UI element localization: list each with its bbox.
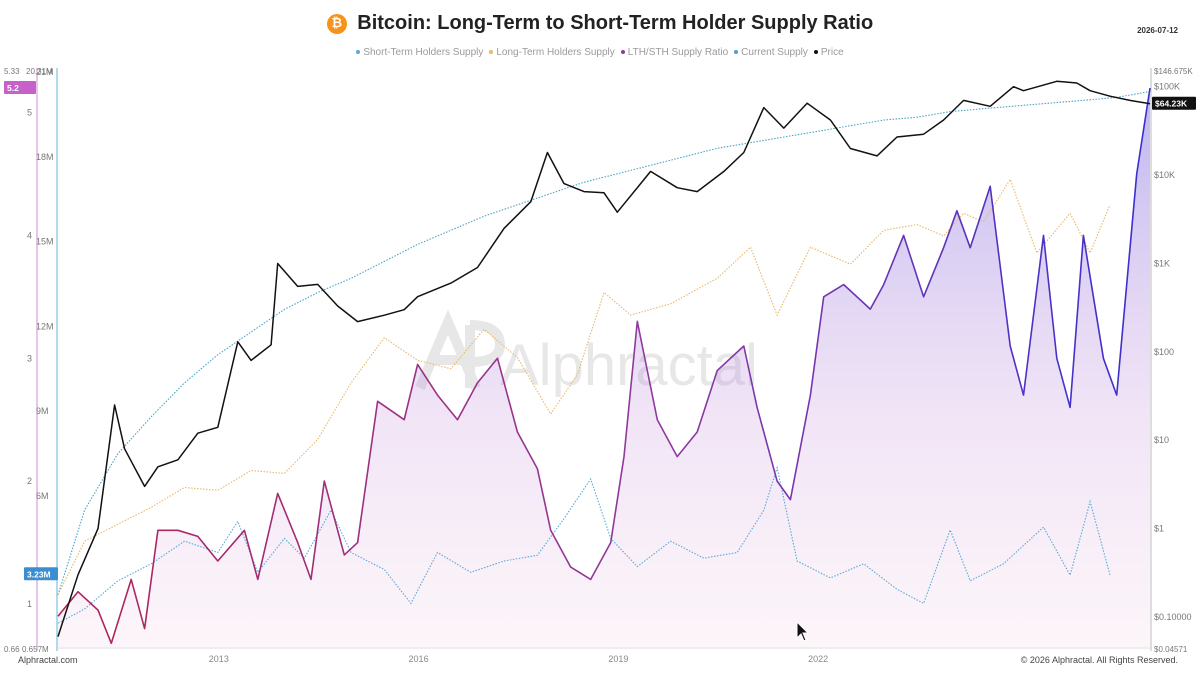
price-line bbox=[57, 80, 1151, 637]
price-tick-label: $1K bbox=[1154, 258, 1170, 268]
chart-title-row: ₿ Bitcoin: Long-Term to Short-Term Holde… bbox=[0, 12, 1200, 35]
legend-item[interactable]: LTH/STH Supply Ratio bbox=[620, 47, 729, 58]
legend-marker bbox=[734, 50, 739, 55]
price-tick-label: $100 bbox=[1154, 347, 1174, 357]
price-current-badge-text: $64.23K bbox=[1155, 99, 1188, 109]
ratio-tick-label: 2 bbox=[27, 476, 32, 486]
footer-copyright: © 2026 Alphractal. All Rights Reserved. bbox=[1020, 655, 1178, 665]
supply-tick-label: 6M bbox=[36, 491, 49, 501]
mouse-cursor-icon bbox=[796, 621, 810, 642]
watermark-logo bbox=[415, 309, 506, 390]
price-tick-label: $10 bbox=[1154, 435, 1169, 445]
legend-label: Price bbox=[820, 47, 844, 58]
supply-tick-label: 21M bbox=[36, 67, 54, 77]
x-tick-label: 2016 bbox=[409, 654, 429, 664]
price-axis-min-label: $0.04571 bbox=[1154, 645, 1188, 654]
supply-current-badge-text: 3.23M bbox=[27, 569, 51, 579]
x-tick-label: 2019 bbox=[608, 654, 628, 664]
watermark: Alphractal bbox=[415, 309, 758, 398]
price-tick-label: $10K bbox=[1154, 170, 1175, 180]
short-term-holders-supply-line bbox=[57, 465, 1111, 624]
legend-item[interactable]: Short-Term Holders Supply bbox=[356, 47, 483, 58]
x-tick-label: 2022 bbox=[808, 654, 828, 664]
price-tick-label: $0.10000 bbox=[1154, 612, 1192, 622]
supply-tick-label: 12M bbox=[36, 321, 54, 331]
legend-item[interactable]: Long-Term Holders Supply bbox=[489, 47, 615, 58]
bitcoin-icon: ₿ bbox=[326, 13, 347, 34]
supply-axis-min-label: 0.657M bbox=[22, 645, 49, 654]
price-current-badge: $64.23K bbox=[1152, 96, 1196, 110]
legend-marker bbox=[620, 50, 625, 55]
legend-label: LTH/STH Supply Ratio bbox=[627, 47, 729, 58]
x-tick-label: 2013 bbox=[209, 654, 229, 664]
chart-legend: Short-Term Holders Supply Long-Term Holde… bbox=[0, 47, 1200, 58]
supply-current-badge: 3.23M bbox=[24, 567, 58, 581]
legend-label: Current Supply bbox=[741, 47, 808, 58]
ratio-current-badge-text: 5.2 bbox=[7, 83, 19, 93]
long-term-holders-supply-line bbox=[57, 178, 1111, 596]
current-supply-line bbox=[57, 90, 1151, 596]
legend-label: Short-Term Holders Supply bbox=[363, 47, 484, 58]
legend-marker bbox=[356, 50, 361, 55]
legend-marker bbox=[489, 50, 494, 55]
legend-marker bbox=[813, 50, 818, 55]
price-tick-label: $1 bbox=[1154, 524, 1164, 534]
ratio-current-badge: 5.2 bbox=[4, 80, 36, 94]
supply-tick-label: 9M bbox=[36, 406, 49, 416]
ratio-tick-label: 3 bbox=[27, 353, 32, 363]
chart-title: Bitcoin: Long-Term to Short-Term Holder … bbox=[357, 12, 874, 34]
ratio-axis-min-label: 0.66 bbox=[4, 645, 20, 654]
price-axis-max-label: $146.675K bbox=[1154, 67, 1193, 76]
footer-brand: Alphractal.com bbox=[18, 655, 78, 665]
ratio-tick-label: 1 bbox=[27, 599, 32, 609]
price-tick-label: $100K bbox=[1154, 82, 1180, 92]
ratio-axis-max-label: 5.33 bbox=[4, 67, 20, 76]
supply-tick-label: 18M bbox=[36, 152, 54, 162]
supply-tick-label: 15M bbox=[36, 237, 54, 247]
ratio-tick-label: 5 bbox=[27, 108, 32, 118]
legend-item[interactable]: Price bbox=[813, 47, 844, 58]
legend-label: Long-Term Holders Supply bbox=[496, 47, 615, 58]
lth-sth-supply-ratio-line bbox=[57, 87, 1151, 645]
ratio-tick-label: 4 bbox=[27, 230, 32, 240]
supply-axis-max-label: 20.31M bbox=[26, 67, 53, 76]
legend-item[interactable]: Current Supply bbox=[734, 47, 808, 58]
chart-date: 2026-07-12 bbox=[1137, 26, 1178, 35]
